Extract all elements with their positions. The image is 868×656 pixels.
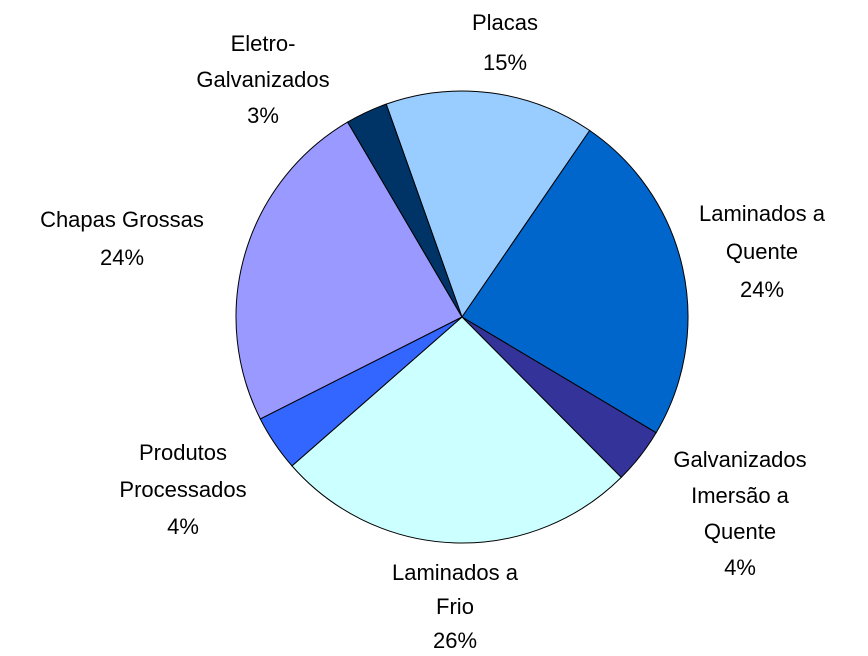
slice-label: Laminados a Frio: [392, 560, 519, 619]
label-line: Produtos: [139, 440, 227, 465]
label-line: Quente: [704, 519, 776, 544]
slice-percent: 24%: [740, 277, 784, 302]
pie-slice: [346, 103, 463, 318]
slice-percent: 3%: [247, 103, 279, 128]
label-line: Laminados a: [699, 201, 826, 226]
label-line: Galvanizados: [196, 67, 329, 92]
pie-slice: [235, 121, 463, 420]
label-line: Galvanizados: [673, 447, 806, 472]
slice-label: Chapas Grossas: [40, 207, 204, 232]
label-line: Eletro-: [231, 31, 296, 56]
slice-label: Galvanizados Imersão a Quente: [673, 447, 806, 544]
slice-label: Produtos Processados: [119, 440, 246, 502]
slice-percent: 26%: [433, 628, 477, 653]
pie-slice: [291, 316, 622, 544]
slice-label: Placas: [472, 10, 538, 35]
slice-percent: 24%: [100, 245, 144, 270]
label-line: Laminados a: [392, 560, 519, 585]
slice-percent: 15%: [483, 50, 527, 75]
slice-label: Laminados a Quente: [699, 201, 826, 264]
slice-percent: 4%: [167, 514, 199, 539]
pie-slice: [385, 90, 591, 319]
label-line: Quente: [726, 239, 798, 264]
label-line: Imersão a: [691, 483, 790, 508]
label-line: Processados: [119, 477, 246, 502]
label-line: Frio: [436, 594, 474, 619]
slice-label: Eletro- Galvanizados: [196, 31, 329, 92]
slice-percent: 4%: [724, 555, 756, 580]
pie-slice: [461, 129, 689, 434]
label-line: Chapas Grossas: [40, 207, 204, 232]
label-line: Placas: [472, 10, 538, 35]
